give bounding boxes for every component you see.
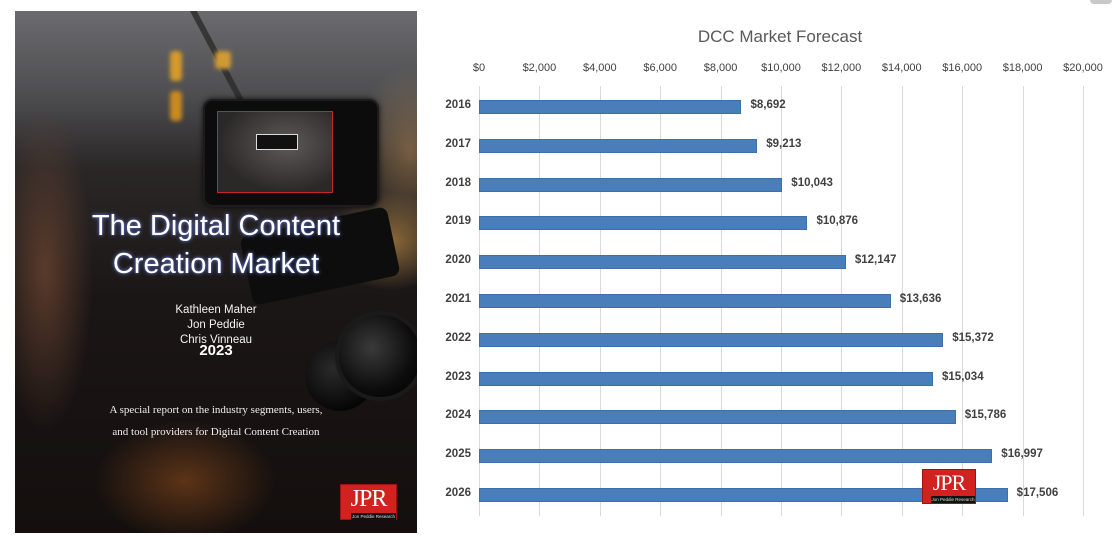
jpr-logo-subtext: Jon Peddie Research — [351, 513, 396, 520]
x-tick-label: $20,000 — [1063, 62, 1103, 74]
y-category-label: 2025 — [445, 448, 471, 461]
bar-value-label: $15,034 — [942, 370, 984, 383]
bar — [479, 177, 783, 192]
bar — [479, 332, 944, 347]
y-category-label: 2021 — [445, 293, 471, 305]
cover-description-line1: A special report on the industry segment… — [109, 404, 323, 416]
background-light — [215, 51, 231, 69]
cover-title: The Digital Content Creation Market — [15, 207, 417, 283]
gridline — [901, 86, 903, 516]
author-name: Kathleen Maher — [175, 304, 257, 316]
bar-row: 2016 $8,692 — [445, 99, 1117, 114]
y-category-label: 2023 — [445, 370, 471, 383]
camera-icon — [256, 134, 298, 150]
bar-row: 2017 $9,213 — [445, 137, 1117, 153]
x-tick-label: $14,000 — [881, 62, 922, 74]
jpr-logo-text: JPR — [350, 486, 388, 512]
bar-value-label: $15,786 — [964, 409, 1007, 422]
y-category-label: 2016 — [445, 99, 471, 111]
gridline — [1022, 86, 1024, 516]
bar-row: 2023 $15,034 — [445, 370, 1117, 386]
x-tick-label: $0 — [472, 62, 486, 74]
y-category-label: 2020 — [445, 254, 471, 267]
bar — [479, 216, 808, 231]
cover-description-line2: and tool providers for Digital Content C… — [112, 426, 320, 438]
plot-area: 2016 $8,692 2017 $9,213 2018 $10,043 2019 $10,8… — [445, 86, 1084, 516]
cover-year: 2023 — [199, 342, 233, 359]
bar-row: 2018 $10,043 — [445, 176, 1117, 192]
bar — [479, 410, 956, 425]
bar-row: 2024 $15,786 — [445, 409, 1117, 425]
x-tick-label: $10,000 — [761, 62, 801, 74]
bar-value-label: $10,876 — [816, 215, 859, 228]
x-tick-label: $2,000 — [522, 62, 557, 74]
bar-row: 2019 $10,876 — [445, 215, 1117, 231]
bar-row: 2021 $13,636 — [445, 293, 1117, 308]
cover-authors: Kathleen Maher Jon Peddie Chris Vinneau — [15, 303, 417, 348]
x-tick-label: $12,000 — [821, 62, 862, 74]
x-tick-label: $8,000 — [703, 62, 738, 74]
gridline — [962, 86, 964, 516]
bar-chart: DCC Market Forecast $0 $2,000 $4,000 $6,000… — [420, 0, 1117, 537]
cover-title-line1: The Digital Content — [91, 210, 341, 242]
bar-value-label: $12,147 — [854, 254, 897, 267]
bar-value-label: $16,997 — [1001, 448, 1043, 461]
bar-row: 2022 $15,372 — [445, 331, 1117, 347]
bar-row: 2025 $16,997 — [445, 448, 1117, 464]
y-category-label: 2026 — [445, 487, 471, 499]
background-light — [170, 91, 182, 121]
jpr-logo: JPR Jon Peddie Research — [340, 484, 397, 520]
bar-value-label: $17,506 — [1016, 487, 1059, 499]
y-category-label: 2017 — [445, 137, 471, 150]
author-name: Jon Peddie — [187, 319, 245, 331]
jpr-logo-subtext: Jon Peddie Research — [931, 496, 975, 503]
jpr-logo-text: JPR — [932, 470, 966, 495]
bar-value-label: $13,636 — [899, 293, 942, 305]
report-cover: The Digital Content Creation Market Kath… — [15, 11, 417, 533]
cover-title-line2: Creation Market — [112, 248, 320, 280]
camera-monitor-image — [203, 99, 379, 207]
y-category-label: 2024 — [445, 409, 471, 422]
bar-value-label: $9,213 — [766, 137, 802, 150]
x-tick-label: $6,000 — [643, 62, 678, 74]
author-name: Chris Vinneau — [179, 334, 253, 346]
x-axis-ticks: $0 $2,000 $4,000 $6,000 $8,000 $10,000 $12,000… — [420, 62, 1117, 78]
bar-row: 2026 $17,506 — [445, 487, 1117, 502]
bar-value-label: $15,372 — [952, 331, 994, 344]
bar — [479, 488, 1008, 502]
bar — [479, 255, 846, 270]
bar — [479, 138, 758, 153]
bar-value-label: $10,043 — [791, 176, 833, 189]
bar — [479, 294, 891, 308]
y-category-label: 2019 — [445, 215, 471, 228]
bar — [479, 100, 742, 114]
jpr-watermark-logo: JPR Jon Peddie Research — [922, 469, 976, 504]
x-tick-label: $4,000 — [582, 62, 617, 74]
x-tick-label: $16,000 — [942, 62, 983, 74]
cover-description: A special report on the industry segment… — [15, 399, 417, 443]
bar-row: 2020 $12,147 — [445, 254, 1117, 270]
bar — [479, 371, 934, 386]
chart-title: DCC Market Forecast — [697, 27, 863, 46]
background-light — [170, 51, 182, 81]
corner-tab — [1090, 0, 1112, 4]
camera-lens-image — [335, 311, 417, 401]
gridline — [1083, 86, 1084, 516]
y-category-label: 2018 — [445, 176, 471, 189]
y-category-label: 2022 — [445, 331, 471, 344]
bar-value-label: $8,692 — [750, 99, 786, 111]
monitor-screen — [217, 111, 333, 193]
x-tick-label: $18,000 — [1002, 62, 1043, 74]
bar — [479, 449, 993, 464]
